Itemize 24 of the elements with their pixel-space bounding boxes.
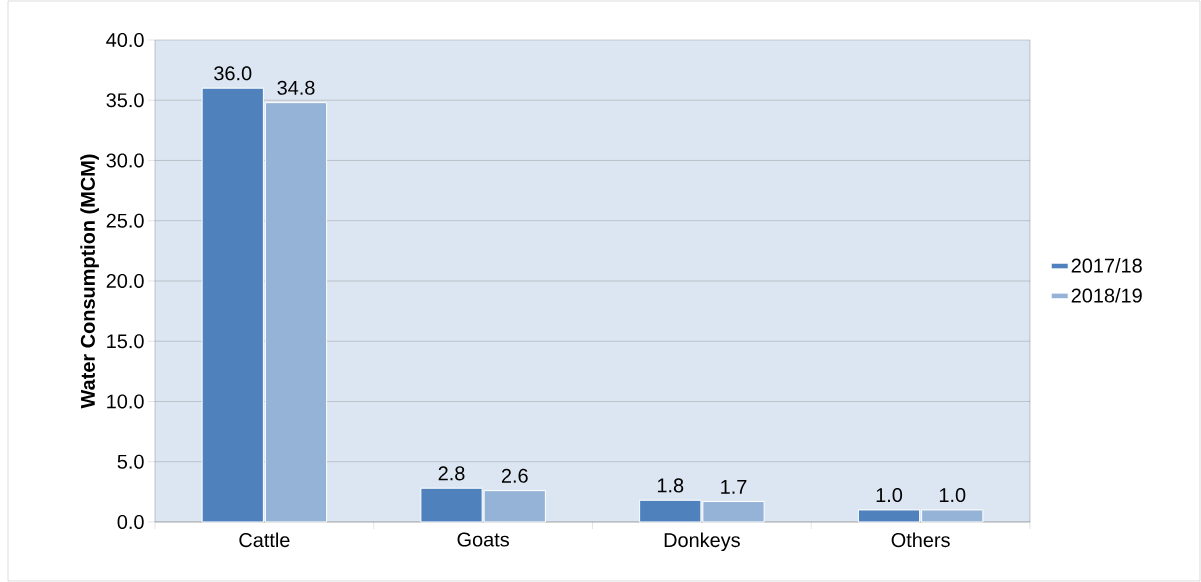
data-label: 1.0 [876,488,903,503]
y-tick-label: 5.0 [117,454,144,469]
data-label: 2.8 [438,466,465,481]
data-label: 1.7 [721,479,747,494]
y-tick-label: 30.0 [106,153,144,168]
data-label: 1.0 [939,488,966,503]
y-tick-label: 15.0 [107,334,144,349]
legend-label: 2017/18 [1071,258,1142,273]
y-tick-label: 25.0 [106,213,144,228]
data-label: 36.0 [214,66,252,81]
y-tick-label: 40.0 [106,32,144,48]
y-tick-label: 35.0 [106,93,144,108]
x-tick-label: Donkeys [664,532,740,552]
legend-label: 2018/19 [1071,287,1142,303]
x-tick-label: Cattle [239,532,290,548]
x-tick-label: Goats [457,532,509,547]
data-label: 2.6 [501,468,528,483]
y-axis-title: Water Consumption (MCM) [80,154,99,409]
data-label: 1.8 [657,478,684,493]
y-tick-label: 0.0 [117,514,144,530]
data-label: 34.8 [277,80,315,95]
y-tick-label: 10.0 [107,394,144,409]
x-tick-label: Others [891,532,950,548]
y-tick-label: 20.0 [106,273,144,289]
